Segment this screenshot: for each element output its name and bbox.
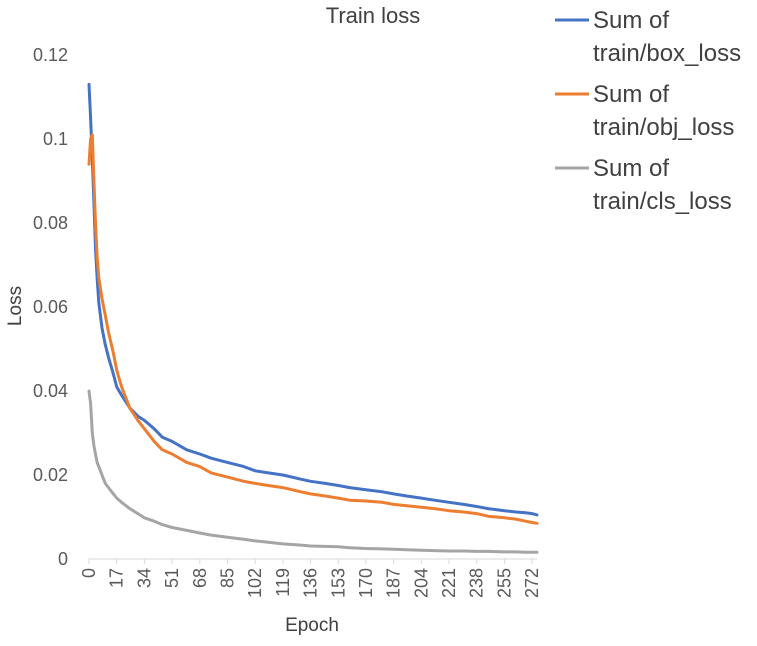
y-tick-label: 0 [58, 549, 68, 569]
x-tick-label: 136 [301, 568, 321, 598]
y-tick-label: 0.1 [43, 129, 68, 149]
y-axis-title: Loss [5, 286, 26, 326]
x-tick-label: 51 [162, 568, 182, 588]
y-tick-label: 0.02 [33, 465, 68, 485]
legend-label: Sum of [593, 7, 669, 34]
chart-title: Train loss [326, 3, 421, 28]
x-tick-label: 17 [107, 568, 127, 588]
y-axis-ticks: 0 0.02 0.04 0.06 0.08 0.1 0.12 [33, 45, 68, 569]
x-tick-label: 238 [467, 568, 487, 598]
y-tick-label: 0.08 [33, 213, 68, 233]
x-tick-label: 170 [356, 568, 376, 598]
x-tick-label: 68 [190, 568, 210, 588]
x-tick-label: 221 [439, 568, 459, 598]
y-tick-label: 0.04 [33, 381, 68, 401]
x-tick-label: 187 [384, 568, 404, 598]
series-line-1 [87, 82, 539, 517]
x-tick-label: 34 [134, 568, 154, 588]
x-tick-label: 272 [522, 568, 542, 598]
x-tick-label: 0 [79, 568, 99, 578]
x-tick-label: 85 [217, 568, 237, 588]
x-tick-label: 153 [328, 568, 348, 598]
legend-label: train/obj_loss [593, 114, 734, 141]
series-line-3 [87, 389, 539, 554]
legend-label: train/cls_loss [593, 188, 732, 215]
legend-label: train/box_loss [593, 40, 741, 67]
x-tick-label: 119 [273, 568, 293, 597]
x-tick-label: 102 [245, 568, 265, 598]
series-lines [87, 82, 539, 554]
legend-label: Sum of [593, 81, 669, 108]
x-tick-label: 255 [494, 568, 514, 598]
series-line-2 [87, 133, 539, 525]
x-tick-label: 204 [411, 568, 431, 598]
x-axis-ticks: 0 17 34 51 68 85 102 119 136 153 170 187 204 221 238 25… [79, 559, 542, 598]
legend-label: Sum of [593, 155, 669, 182]
legend: Sum of train/box_loss Sum of train/obj_loss… [555, 7, 741, 215]
y-tick-label: 0.06 [33, 297, 68, 317]
x-axis-title: Epoch [285, 615, 339, 636]
y-tick-label: 0.12 [33, 45, 68, 65]
